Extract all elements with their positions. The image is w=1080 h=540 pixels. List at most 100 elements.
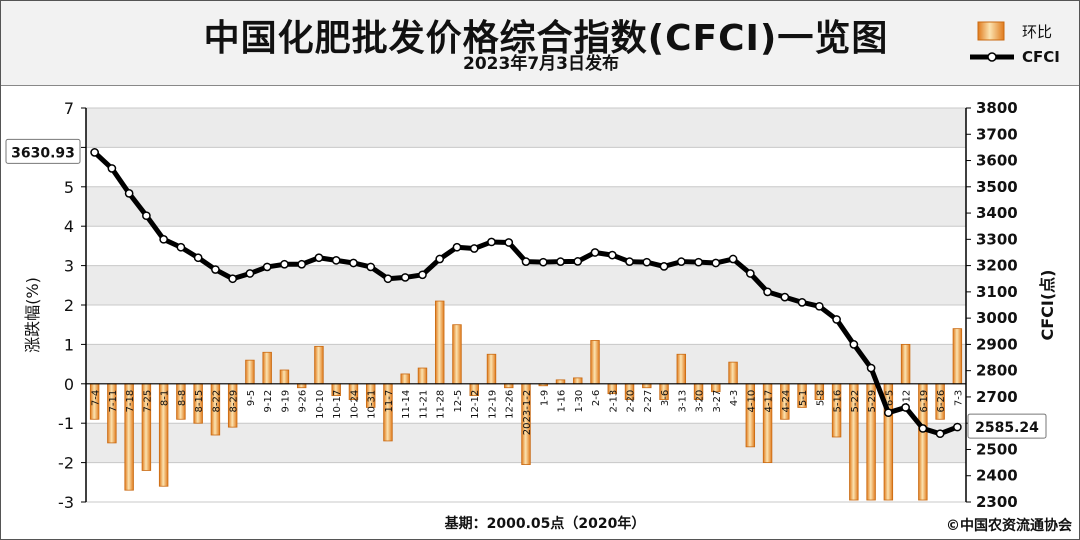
bar-11-28 [435, 300, 445, 385]
end-value-label: 2585.24 [975, 420, 1039, 436]
x-tick-label: 3-13 [677, 390, 688, 413]
cfci-point-5-29 [866, 363, 876, 373]
plot-band [86, 344, 966, 384]
x-tick-label: 9-12 [263, 390, 274, 413]
cfci-point-12-26 [504, 238, 514, 247]
cfci-point-3-20 [694, 257, 703, 267]
left-tick-label: -1 [58, 414, 74, 433]
x-tick-label: 10-31 [367, 390, 378, 419]
x-tick-label: 12-26 [505, 390, 516, 419]
cfci-point-9-12 [262, 262, 272, 272]
left-tick-label: 1 [64, 335, 74, 354]
cfci-point-5-22 [849, 340, 859, 349]
x-tick-label: 7-18 [125, 390, 136, 413]
cfci-point-6-26 [935, 429, 945, 439]
cfci-point-9-19 [280, 259, 289, 269]
x-tick-label: 12-5 [453, 390, 464, 413]
chart-subtitle: 2023年7月3日发布 [463, 54, 619, 74]
x-tick-label: 7-3 [953, 390, 964, 406]
plot-band [86, 265, 966, 305]
right-tick-label: 3300 [976, 230, 1018, 248]
left-tick-label: 7 [64, 99, 74, 118]
x-tick-label: 8-29 [229, 390, 240, 413]
right-tick-label: 3400 [976, 204, 1018, 222]
x-tick-label: 11-21 [418, 390, 429, 419]
legend: 环比 CFCI [970, 21, 1060, 66]
x-tick-label: 4-10 [746, 390, 757, 413]
cfci-point-12-12 [469, 244, 479, 253]
end-value-box [967, 413, 1047, 439]
x-tick-label: 10-10 [315, 390, 326, 419]
x-tick-label: 2023-1-2 [522, 390, 533, 435]
cfci-point-7-3 [953, 422, 962, 432]
cfci-point-4-24 [780, 292, 790, 302]
bar-4-3 [728, 361, 738, 385]
cfci-point-3-6 [659, 262, 669, 271]
legend-bar-label: 环比 [1022, 23, 1052, 41]
cfci-point-7-18 [124, 189, 134, 198]
x-tick-label: 5-1 [798, 390, 809, 406]
x-tick-label: 11-28 [436, 390, 447, 419]
bar-12-19 [486, 353, 497, 385]
x-tick-label: 11-14 [401, 390, 412, 419]
right-tick-label: 3000 [976, 309, 1018, 327]
annotations: 3630.93 2585.24 [5, 138, 1047, 439]
cfci-point-5-1 [797, 298, 807, 307]
x-tick-label: 8-22 [211, 390, 222, 413]
right-tick-label: 3500 [976, 178, 1018, 196]
cfci-point-5-8 [814, 301, 824, 311]
bar-10-10 [314, 345, 324, 385]
right-tick-label: 2800 [976, 362, 1018, 380]
x-tick-label: 6-26 [936, 390, 947, 413]
cfci-point-4-3 [728, 254, 738, 264]
x-tick-label: 3-20 [695, 390, 706, 413]
cfci-point-10-24 [349, 258, 358, 268]
x-tick-label: 1-30 [574, 390, 585, 413]
bar-3-13 [676, 353, 687, 385]
right-tick-label: 2900 [976, 335, 1018, 353]
cfci-point-9-26 [297, 259, 307, 269]
x-tick-label: 2-27 [643, 390, 654, 413]
cfci-point-2-27 [642, 257, 652, 267]
cfci-point-7-11 [107, 164, 117, 173]
legend-bar-swatch [977, 21, 1005, 41]
x-tick-label: 1-9 [539, 390, 550, 406]
cfci-point-7-25 [142, 211, 151, 221]
cfci-point-11-28 [435, 254, 445, 264]
bar-7-3 [952, 328, 963, 385]
right-tick-label: 3100 [976, 283, 1018, 301]
plot-band [86, 108, 966, 148]
y-axis-label-right: CFCI(点) [1038, 270, 1057, 341]
left-tick-label: -3 [58, 493, 74, 512]
right-tick-label: 2300 [976, 493, 1018, 511]
cfci-point-4-17 [763, 287, 772, 297]
left-tick-label: 2 [64, 296, 74, 315]
x-tick-label: 9-26 [298, 390, 309, 413]
bar-11-14 [400, 373, 410, 385]
legend-line-label: CFCI [1022, 48, 1060, 66]
cfci-point-12-5 [452, 242, 462, 252]
x-tick-label: 12-19 [487, 390, 498, 419]
right-tick-label: 3200 [976, 257, 1018, 275]
right-tick-label: 2400 [976, 467, 1018, 485]
cfci-point-6-12 [901, 403, 910, 412]
cfci-point-8-15 [193, 253, 203, 263]
x-tick-label: 8-15 [194, 390, 205, 413]
bar-2-6 [590, 340, 600, 385]
cfci-point-12-19 [487, 237, 496, 247]
y-axis-label-left: 涨跌幅(%) [23, 277, 42, 353]
x-tick-label: 7-25 [142, 390, 153, 413]
cfci-point-7-4 [90, 148, 99, 157]
x-tick-label: 5-29 [867, 390, 878, 413]
right-tick-label: 3800 [976, 99, 1018, 117]
cfci-point-1-9 [538, 257, 548, 267]
plot-band [86, 186, 966, 227]
left-tick-label: 5 [64, 178, 74, 197]
right-tick-label: 2500 [976, 440, 1018, 458]
base-period-note: 基期：2000.05点（2020年） [445, 515, 646, 532]
x-tick-label: 8-8 [177, 390, 188, 406]
x-tick-label: 3-27 [712, 390, 723, 413]
cfci-point-8-22 [211, 265, 220, 274]
chart-title: 中国化肥批发价格综合指数(CFCI)一览图 [203, 18, 889, 59]
